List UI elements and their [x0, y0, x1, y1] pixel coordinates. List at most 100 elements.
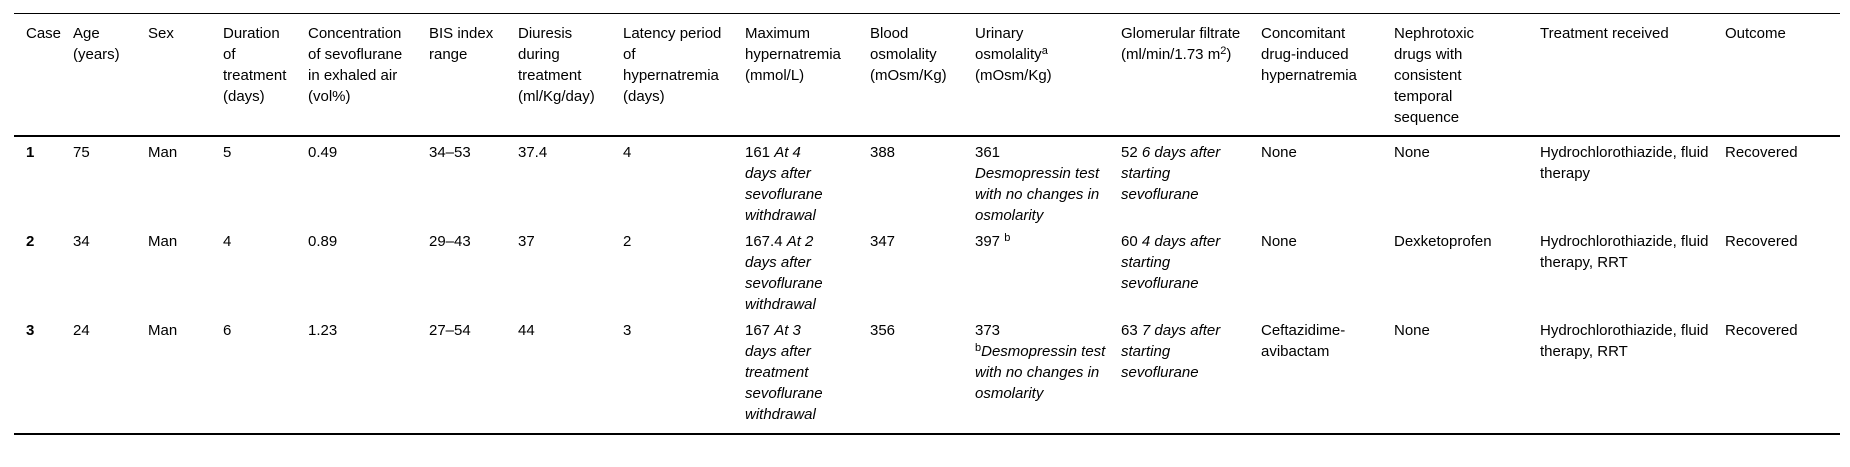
text-segment: 60 [1121, 233, 1142, 250]
column-header-concomitant: Concomitant drug-induced hypernatremia [1261, 13, 1394, 137]
text-segment: Hydrochlorothiazide, fluid therapy [1540, 144, 1709, 182]
text-segment: 388 [870, 144, 896, 161]
text-segment: At 2 days after sevoflurane withdrawal [745, 233, 823, 313]
text-segment: 2 [26, 233, 35, 250]
text-segment: None [1394, 322, 1430, 339]
text-segment: Age (years) [73, 25, 120, 63]
cell-sex: Man [148, 315, 223, 434]
cell-case: 3 [14, 315, 73, 434]
text-segment: Ceftazidime-avibactam [1261, 322, 1346, 360]
column-header-max_hypernatremia: Maximum hypernatremia (mmol/L) [745, 13, 870, 137]
text-segment: Man [148, 144, 178, 161]
cell-case: 2 [14, 226, 73, 315]
cell-blood_osmolality: 388 [870, 136, 975, 226]
text-segment: 4 [223, 233, 232, 250]
footnote-marker: 2 [1220, 45, 1227, 57]
text-segment: Recovered [1725, 233, 1798, 250]
cell-age: 24 [73, 315, 148, 434]
text-segment: ) [1226, 46, 1232, 63]
table-row-case-3: 3 24 Man 6 1.23 27–54 44 3 167 At 3 days after t… [14, 315, 1840, 434]
cell-latency: 4 [623, 136, 745, 226]
cell-age: 34 [73, 226, 148, 315]
cell-max_hypernatremia: 161 At 4 days after sevoflurane withdraw… [745, 136, 870, 226]
text-segment: 3 [26, 322, 35, 339]
cell-concentration: 0.89 [308, 226, 429, 315]
text-segment: 27–54 [429, 322, 471, 339]
text-segment: 37 [518, 233, 535, 250]
text-segment: 63 [1121, 322, 1142, 339]
table-header: Case Age (years) Sex Duration of treatment … [14, 13, 1840, 137]
text-segment: 5 [223, 144, 232, 161]
cell-concentration: 1.23 [308, 315, 429, 434]
text-segment: 6 [223, 322, 232, 339]
column-header-diuresis: Diuresis during treatment (ml/Kg/day) [518, 13, 623, 137]
text-segment: Concentration of sevoflurane in exhaled … [308, 25, 403, 105]
cell-duration: 4 [223, 226, 308, 315]
table-row-case-2: 2 34 Man 4 0.89 29–43 37 2 167.4 At 2 days after… [14, 226, 1840, 315]
footnote-marker: b [1004, 232, 1011, 244]
text-segment: Outcome [1725, 25, 1786, 42]
cell-duration: 6 [223, 315, 308, 434]
cell-urinary_osmolality: 373 bDesmopressin test with no changes in… [975, 315, 1121, 434]
text-segment: Case [26, 25, 62, 42]
cell-blood_osmolality: 356 [870, 315, 975, 434]
text-segment: Diuresis during treatment (ml/Kg/day) [518, 25, 595, 105]
text-segment: Desmopressin test with no changes in osm… [975, 165, 1100, 224]
cell-sex: Man [148, 136, 223, 226]
table-body: 1 75 Man 5 0.49 34–53 37.4 4 161 At 4 days after… [14, 136, 1840, 434]
cell-latency: 2 [623, 226, 745, 315]
column-header-glomerular_filtrate: Glomerular filtrate (ml/min/1.73 m2) [1121, 13, 1261, 137]
text-segment: Nephrotoxic drugs with consistent tempor… [1394, 25, 1475, 126]
text-segment: 4 days after starting sevoflurane [1121, 233, 1221, 292]
column-header-treatment: Treatment received [1540, 13, 1725, 137]
cell-outcome: Recovered [1725, 136, 1840, 226]
text-segment: 1 [26, 144, 35, 161]
cell-blood_osmolality: 347 [870, 226, 975, 315]
column-header-duration: Duration of treatment (days) [223, 13, 308, 137]
text-segment: At 4 days after sevoflurane withdrawal [745, 144, 823, 224]
text-segment: Blood osmolality (mOsm/Kg) [870, 25, 947, 84]
text-segment: Hydrochlorothiazide, fluid therapy, RRT [1540, 233, 1709, 271]
cell-case: 1 [14, 136, 73, 226]
cell-glomerular_filtrate: 52 6 days after starting sevoflurane [1121, 136, 1261, 226]
text-segment: 356 [870, 322, 896, 339]
cell-treatment: Hydrochlorothiazide, fluid therapy [1540, 136, 1725, 226]
text-segment: None [1394, 144, 1430, 161]
text-segment: 44 [518, 322, 535, 339]
text-segment: 167.4 [745, 233, 787, 250]
cell-urinary_osmolality: 397 b [975, 226, 1121, 315]
text-segment: 2 [623, 233, 632, 250]
cell-max_hypernatremia: 167.4 At 2 days after sevoflurane withdr… [745, 226, 870, 315]
cell-treatment: Hydrochlorothiazide, fluid therapy, RRT [1540, 315, 1725, 434]
cell-duration: 5 [223, 136, 308, 226]
text-segment: 29–43 [429, 233, 471, 250]
footnote-marker: b [975, 342, 982, 354]
text-segment: 34–53 [429, 144, 471, 161]
column-header-blood_osmolality: Blood osmolality (mOsm/Kg) [870, 13, 975, 137]
cell-sex: Man [148, 226, 223, 315]
cell-urinary_osmolality: 361 Desmopressin test with no changes in … [975, 136, 1121, 226]
cell-glomerular_filtrate: 60 4 days after starting sevoflurane [1121, 226, 1261, 315]
cell-diuresis: 37.4 [518, 136, 623, 226]
text-segment: 3 [623, 322, 632, 339]
cell-concentration: 0.49 [308, 136, 429, 226]
column-header-urinary_osmolality: Urinary osmolalitya (mOsm/Kg) [975, 13, 1121, 137]
text-segment: 0.89 [308, 233, 338, 250]
column-header-case: Case [14, 13, 73, 137]
text-segment: Recovered [1725, 322, 1798, 339]
paper-table-page: Case Age (years) Sex Duration of treatment … [0, 13, 1850, 467]
cell-concomitant: None [1261, 136, 1394, 226]
text-segment: 24 [73, 322, 90, 339]
cell-nephrotoxic: None [1394, 315, 1540, 434]
text-segment: Sex [148, 25, 174, 42]
case-table: Case Age (years) Sex Duration of treatment … [14, 13, 1840, 435]
column-header-concentration: Concentration of sevoflurane in exhaled … [308, 13, 429, 137]
text-segment: Recovered [1725, 144, 1798, 161]
cell-bis: 27–54 [429, 315, 518, 434]
cell-bis: 34–53 [429, 136, 518, 226]
cell-max_hypernatremia: 167 At 3 days after treatment sevofluran… [745, 315, 870, 434]
text-segment: 7 days after starting sevoflurane [1121, 322, 1221, 381]
column-header-sex: Sex [148, 13, 223, 137]
cell-nephrotoxic: Dexketoprofen [1394, 226, 1540, 315]
cell-concomitant: None [1261, 226, 1394, 315]
